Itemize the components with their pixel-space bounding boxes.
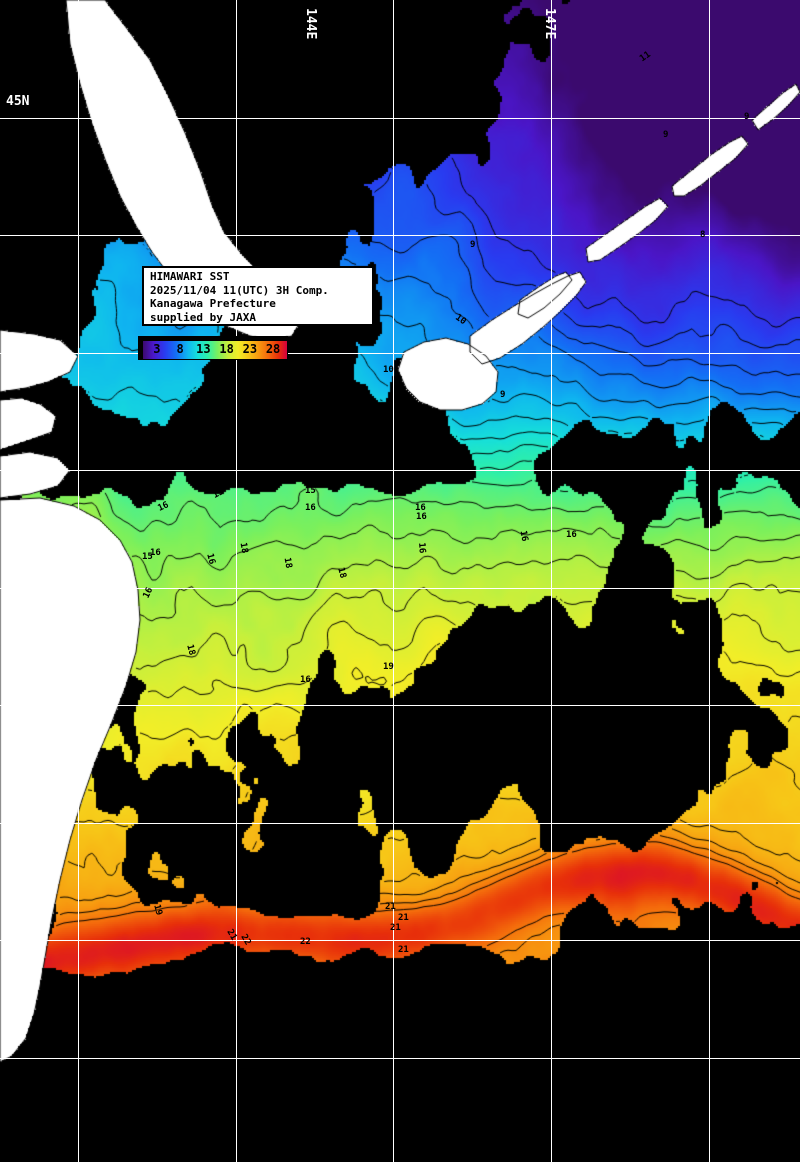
product-info-box: HIMAWARI SST 2025/11/04 11(UTC) 3H Comp.… [142,266,374,326]
product-credit: supplied by JAXA [150,310,256,324]
colorbar-tick-labels: 3 8 13 18 23 28 [143,341,287,359]
colorbar-tick: 13 [196,342,211,356]
colorbar-tick: 8 [176,342,184,356]
product-region: Kanagawa Prefecture [150,297,276,310]
colorbar-tick: 3 [153,342,161,356]
colorbar-gradient [143,341,287,359]
product-datetime: 2025/11/04 11(UTC) 3H Comp. [150,283,329,297]
product-title: HIMAWARI SST [150,270,230,283]
colorbar-tick: 18 [219,342,234,356]
colorbar-tick: 28 [265,342,281,356]
sst-colorbar: 3 8 13 18 23 28 [138,336,288,360]
colorbar-tick: 23 [242,342,258,356]
